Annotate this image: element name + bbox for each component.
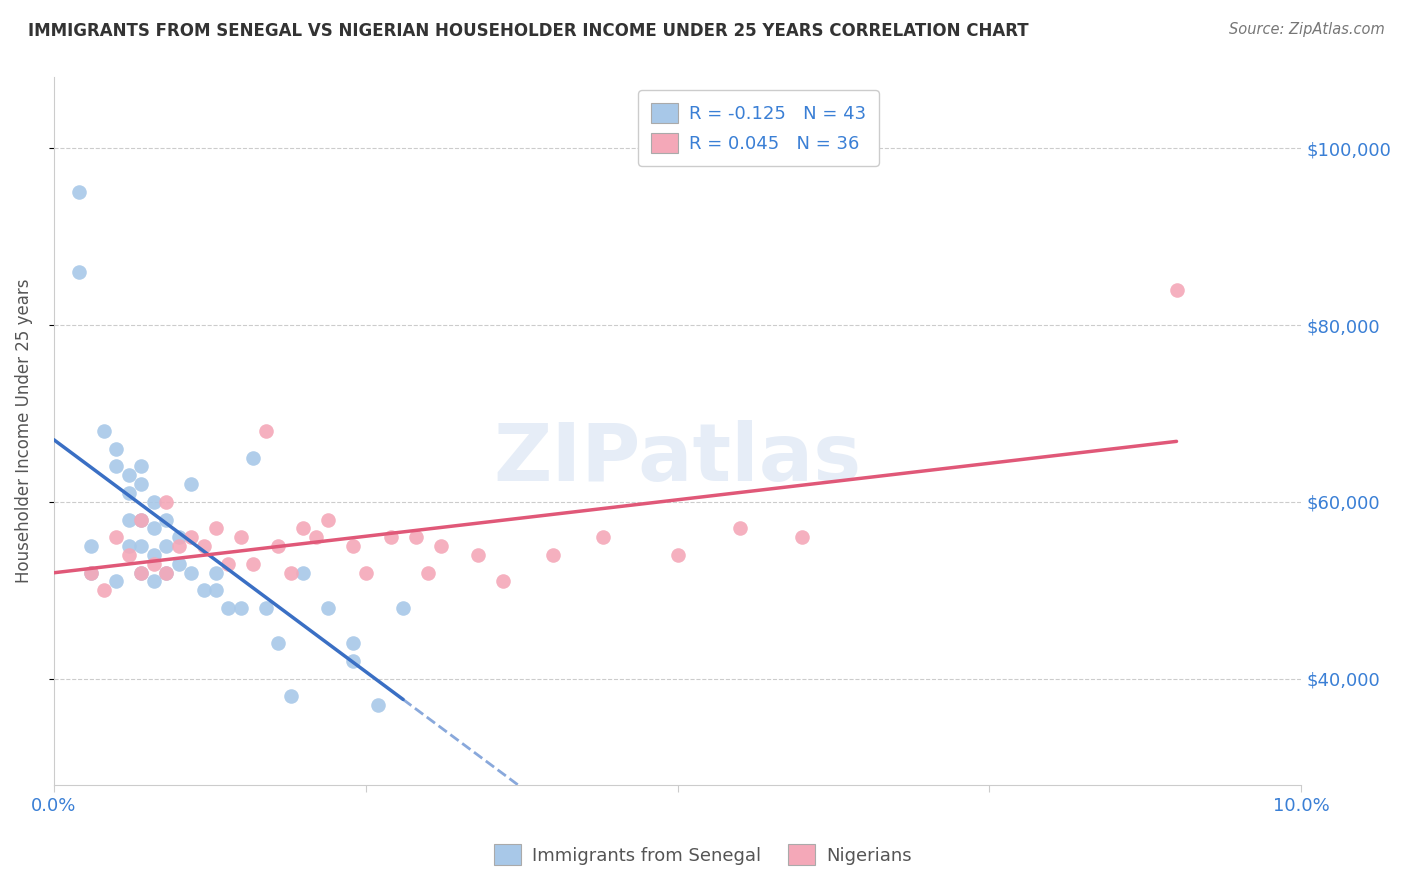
Point [666, 548, 689, 562]
Point [80, 566, 103, 580]
Point [105, 442, 128, 456]
Point [118, 486, 141, 500]
Point [354, 566, 377, 580]
Point [342, 654, 364, 668]
Point [129, 566, 152, 580]
Point [129, 539, 152, 553]
Point [193, 583, 215, 598]
Point [129, 459, 152, 474]
Point [280, 690, 302, 704]
Point [155, 495, 177, 509]
Point [155, 512, 177, 526]
Point [267, 636, 290, 650]
Legend: Immigrants from Senegal, Nigerians: Immigrants from Senegal, Nigerians [486, 837, 920, 872]
Point [180, 477, 202, 491]
Point [592, 530, 614, 544]
Point [167, 539, 190, 553]
Point [728, 521, 751, 535]
Point [180, 530, 202, 544]
Point [392, 601, 415, 615]
Point [541, 548, 564, 562]
Point [492, 574, 515, 589]
Point [316, 601, 339, 615]
Point [242, 557, 264, 571]
Point [380, 530, 402, 544]
Point [416, 566, 439, 580]
Point [118, 548, 141, 562]
Point [205, 566, 228, 580]
Point [167, 530, 190, 544]
Text: ZIPatlas: ZIPatlas [494, 420, 862, 499]
Point [129, 512, 152, 526]
Point [342, 636, 364, 650]
Point [155, 566, 177, 580]
Point [155, 539, 177, 553]
Point [142, 521, 165, 535]
Point [1166, 283, 1188, 297]
Point [129, 477, 152, 491]
Point [254, 424, 277, 438]
Point [80, 566, 103, 580]
Point [129, 512, 152, 526]
Point [193, 539, 215, 553]
Point [467, 548, 489, 562]
Point [118, 539, 141, 553]
Point [167, 557, 190, 571]
Legend: R = -0.125   N = 43, R = 0.045   N = 36: R = -0.125 N = 43, R = 0.045 N = 36 [638, 90, 879, 166]
Point [67, 186, 90, 200]
Point [342, 539, 364, 553]
Point [292, 521, 315, 535]
Text: Source: ZipAtlas.com: Source: ZipAtlas.com [1229, 22, 1385, 37]
Point [217, 601, 239, 615]
Point [405, 530, 427, 544]
Point [229, 530, 252, 544]
Point [254, 601, 277, 615]
Point [242, 450, 264, 465]
Point [267, 539, 290, 553]
Point [305, 530, 328, 544]
Point [205, 521, 228, 535]
Point [118, 468, 141, 483]
Point [105, 574, 128, 589]
Point [142, 574, 165, 589]
Point [205, 583, 228, 598]
Point [155, 566, 177, 580]
Point [105, 530, 128, 544]
Point [105, 459, 128, 474]
Text: IMMIGRANTS FROM SENEGAL VS NIGERIAN HOUSEHOLDER INCOME UNDER 25 YEARS CORRELATIO: IMMIGRANTS FROM SENEGAL VS NIGERIAN HOUS… [28, 22, 1029, 40]
Point [129, 566, 152, 580]
Point [792, 530, 814, 544]
Point [142, 557, 165, 571]
Point [93, 583, 115, 598]
Point [292, 566, 315, 580]
Point [429, 539, 451, 553]
Y-axis label: Householder Income Under 25 years: Householder Income Under 25 years [15, 279, 32, 583]
Point [280, 566, 302, 580]
Point [142, 495, 165, 509]
Point [316, 512, 339, 526]
Point [93, 424, 115, 438]
Point [80, 539, 103, 553]
Point [67, 265, 90, 279]
Point [217, 557, 239, 571]
Point [118, 512, 141, 526]
Point [142, 548, 165, 562]
Point [180, 566, 202, 580]
Point [367, 698, 389, 713]
Point [229, 601, 252, 615]
